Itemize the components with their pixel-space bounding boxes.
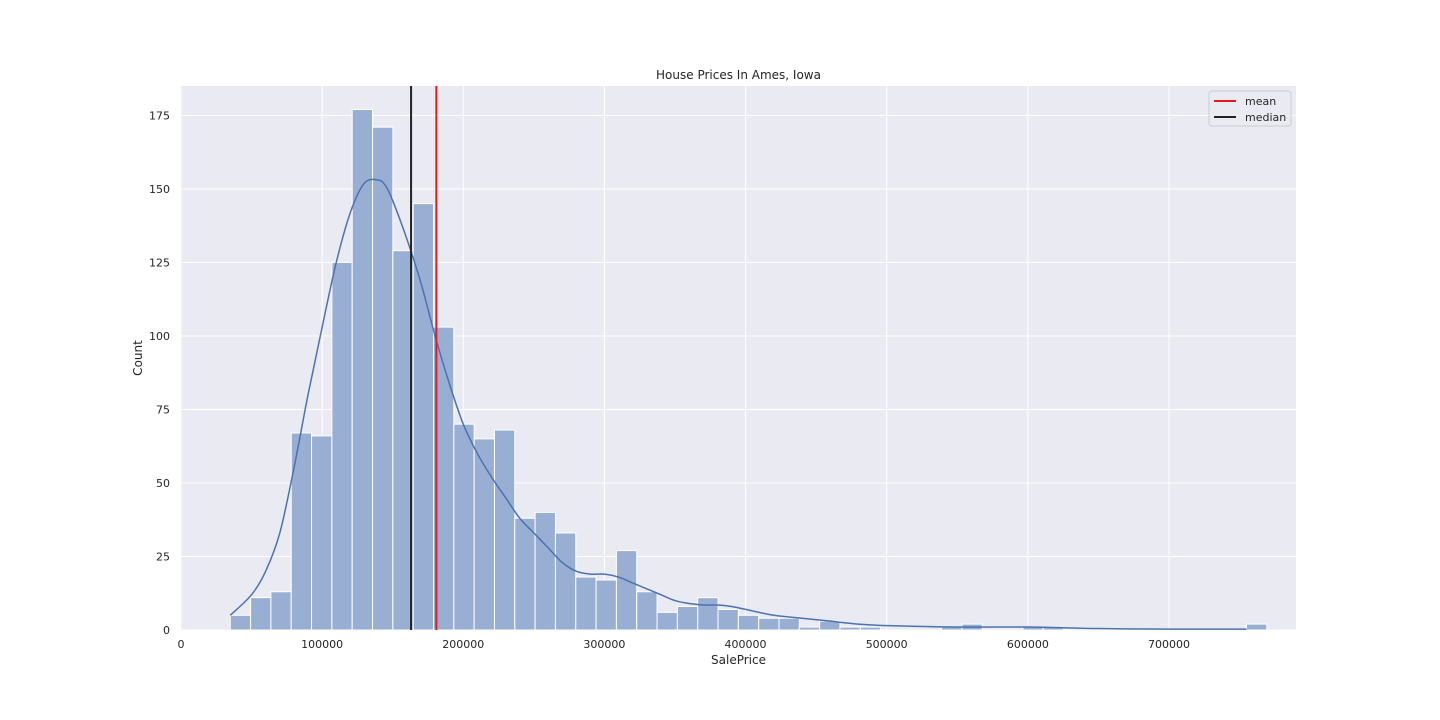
- histogram-bar: [534, 511, 556, 631]
- x-tick-label: 0: [178, 638, 185, 651]
- histogram-bar: [778, 617, 800, 631]
- histogram-bar: [676, 605, 699, 631]
- histogram-bar: [737, 614, 760, 631]
- histogram-bar: [758, 617, 780, 631]
- histogram-bar: [554, 532, 577, 631]
- x-axis-label: SalePrice: [711, 653, 766, 667]
- histogram-bar: [575, 576, 597, 631]
- reference-lines: [410, 86, 438, 630]
- histogram-bar: [493, 429, 516, 631]
- y-tick-label: 125: [149, 256, 170, 269]
- histogram-bar: [473, 438, 495, 631]
- y-tick-label: 0: [163, 624, 170, 637]
- histogram-bar: [290, 432, 313, 631]
- histogram-bar: [229, 614, 252, 631]
- x-tick-label: 600000: [1007, 638, 1049, 651]
- histogram-bar: [656, 611, 678, 631]
- histogram-bar: [311, 435, 333, 631]
- histogram-bar: [270, 591, 292, 631]
- legend-label-median: median: [1245, 111, 1286, 124]
- x-tick-label: 100000: [301, 638, 343, 651]
- x-tick-label: 500000: [866, 638, 908, 651]
- histogram-bar: [697, 597, 719, 631]
- histogram-bar: [331, 261, 353, 631]
- y-tick-label: 75: [156, 403, 170, 416]
- y-tick-labels: 0 25 50 75 100 125 150 175: [149, 109, 170, 637]
- histogram-bar: [595, 579, 617, 631]
- histogram-bar: [514, 517, 536, 631]
- histogram-bar: [717, 608, 739, 631]
- y-tick-label: 100: [149, 330, 170, 343]
- x-tick-label: 200000: [442, 638, 484, 651]
- histogram-bar: [859, 626, 882, 631]
- histogram-bar: [250, 597, 272, 631]
- histogram-bar: [798, 626, 821, 631]
- y-tick-label: 25: [156, 550, 170, 563]
- x-tick-labels: 0 100000 200000 300000 400000 500000 600000 700…: [178, 638, 1190, 651]
- y-tick-label: 50: [156, 477, 170, 490]
- x-tick-label: 300000: [583, 638, 625, 651]
- histogram-bar: [351, 109, 374, 631]
- x-tick-label: 400000: [725, 638, 767, 651]
- legend-label-mean: mean: [1245, 95, 1276, 108]
- histogram-bar: [615, 550, 638, 631]
- histogram-bar: [453, 423, 475, 631]
- histogram-bar: [1245, 623, 1268, 631]
- x-tick-label: 700000: [1148, 638, 1190, 651]
- y-tick-label: 175: [149, 109, 170, 122]
- histogram-bar: [839, 626, 861, 631]
- chart-title: House Prices In Ames, Iowa: [656, 68, 821, 82]
- histogram-bar: [636, 591, 658, 631]
- y-tick-label: 150: [149, 183, 170, 196]
- legend: mean median: [1208, 90, 1292, 127]
- kde-curve: [229, 178, 1247, 630]
- y-axis-label: Count: [131, 340, 145, 376]
- histogram-bar: [372, 126, 394, 631]
